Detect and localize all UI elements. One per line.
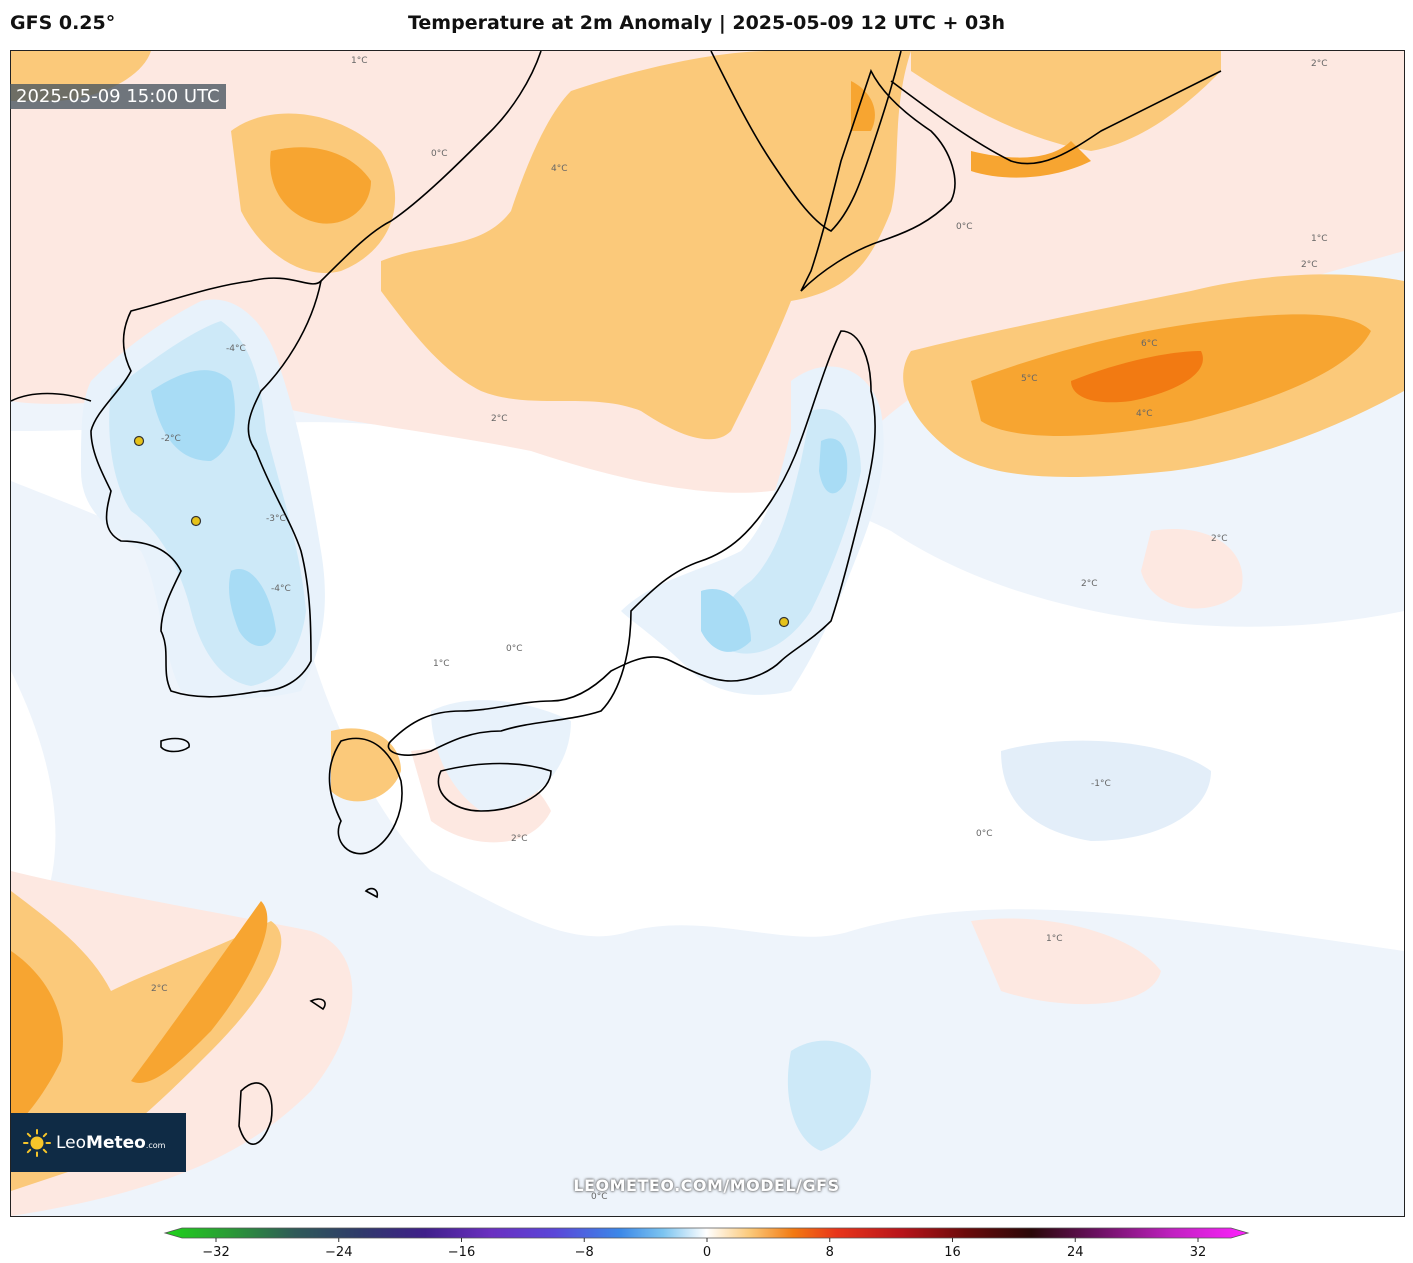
china-coast-liaoning — [11, 392, 92, 402]
coastlines — [11, 51, 1222, 1145]
contour-label: 1°C — [351, 56, 368, 66]
contour-label: 0°C — [956, 222, 973, 232]
contour-label: 0°C — [591, 1192, 608, 1202]
ryukyu-island-2 — [309, 998, 326, 1011]
ryukyu-island-1 — [364, 887, 379, 899]
warm-core-manchuria — [270, 147, 371, 224]
sun-icon — [23, 1128, 51, 1157]
colorbar-tick-label: −32 — [202, 1245, 229, 1260]
kyushu-coastline — [328, 737, 403, 855]
city-marker-seoul[interactable] — [190, 515, 202, 527]
cold-zone-south-korea-core — [228, 569, 276, 646]
watermark-url: LEOMETEO.COM/MODEL/GFS — [573, 1176, 840, 1195]
contour-label: 0°C — [431, 149, 448, 159]
contour-labels: 1°C 2°C 2°C 2°C -2°C -3°C -4°C -4°C 4°C … — [151, 56, 1328, 1202]
contour-label: 2°C — [491, 414, 508, 424]
cold-zone-north-korea-core — [151, 370, 235, 461]
warm-zone-sea-of-okhotsk — [381, 51, 911, 440]
contour-label: 2°C — [1301, 260, 1318, 270]
contour-label: -3°C — [266, 514, 286, 524]
logo-text: LeoMeteo.com — [56, 1133, 165, 1153]
cold-patch-pacific-east — [1001, 740, 1211, 841]
warm-core-taiwan-strait — [131, 901, 268, 1083]
colorbar-tick-label: 0 — [703, 1245, 711, 1260]
russia-coast-primorye — [320, 51, 542, 282]
contour-label: 2°C — [151, 984, 168, 994]
contour-label: 2°C — [511, 834, 528, 844]
contour-label: 0°C — [976, 829, 993, 839]
contour-label: 1°C — [1311, 234, 1328, 244]
taiwan-coastline — [238, 1082, 273, 1145]
contour-label: 1°C — [1046, 934, 1063, 944]
logo-brand-bold: Meteo — [86, 1132, 146, 1153]
colorbar-tick-label: 8 — [826, 1245, 834, 1260]
anomaly-map-svg: 1°C 2°C 2°C 2°C -2°C -3°C -4°C -4°C 4°C … — [11, 51, 1404, 1216]
korea-coastline — [90, 277, 323, 698]
contour-label: 2°C — [1311, 59, 1328, 69]
shikoku-coastline — [437, 762, 552, 812]
okhotsk-north-coastline — [890, 70, 1222, 165]
cold-zone-honshu-core — [701, 589, 751, 652]
contour-label: -4°C — [271, 584, 291, 594]
city-marker-pyongyang[interactable] — [133, 435, 145, 447]
honshu-coastline — [387, 330, 876, 756]
valid-time-badge: 2025-05-09 15:00 UTC — [10, 84, 226, 109]
contour-label: 1°C — [433, 659, 450, 669]
colorbar: −32 −24 −16 −8 0 8 16 24 32 — [163, 1227, 1250, 1260]
sakhalin-coastline — [710, 51, 902, 232]
warm-plume-hot-core — [1071, 351, 1203, 403]
contour-label: -1°C — [1091, 779, 1111, 789]
warm-core-sakhalin — [851, 81, 875, 131]
city-marker-tokyo[interactable] — [778, 616, 790, 628]
contour-label: 2°C — [1211, 534, 1228, 544]
city-markers — [133, 435, 790, 628]
contour-label: 6°C — [1141, 339, 1158, 349]
colorbar-tick-label: 32 — [1190, 1245, 1207, 1260]
warm-patch-southeast — [971, 918, 1161, 1005]
warm-zone-kyushu — [331, 728, 401, 802]
logo-brand-light: Leo — [56, 1132, 87, 1153]
colorbar-ticks: −32 −24 −16 −8 0 8 16 24 32 — [202, 1238, 1206, 1260]
hokkaido-coastline — [800, 68, 956, 292]
colorbar-tick-label: −8 — [575, 1245, 594, 1260]
cold-patch-kansai — [431, 700, 571, 811]
cold-zone-tohoku-core — [819, 438, 848, 494]
leometeo-logo[interactable]: LeoMeteo.com — [11, 1113, 186, 1172]
contour-label: 4°C — [1136, 409, 1153, 419]
contour-label: 2°C — [1081, 579, 1098, 589]
colorbar-tick-label: −16 — [448, 1245, 475, 1260]
warm-core-okhotsk-coast — [971, 141, 1091, 178]
model-label: GFS 0.25° — [10, 12, 116, 34]
colorbar-tick-label: 16 — [944, 1245, 961, 1260]
contour-label: -4°C — [226, 344, 246, 354]
warm-core-south-china — [11, 951, 63, 1131]
cold-patch-pacific-south — [787, 1040, 871, 1151]
neutral-zone-west — [11, 671, 56, 931]
map-title: Temperature at 2m Anomaly | 2025-05-09 1… — [407, 12, 1006, 34]
colorbar-tick-label: −24 — [325, 1245, 352, 1260]
jeju-coastline — [160, 737, 190, 753]
contour-label: 4°C — [551, 164, 568, 174]
contour-label: 0°C — [506, 644, 523, 654]
colorbar-tick-label: 24 — [1067, 1245, 1084, 1260]
map-area[interactable]: 1°C 2°C 2°C 2°C -2°C -3°C -4°C -4°C 4°C … — [10, 50, 1405, 1217]
warm-patch-east — [1141, 529, 1243, 609]
colorbar-bar — [163, 1227, 1250, 1239]
warm-zone-kamchatka-coast — [911, 51, 1221, 151]
logo-suffix: .com — [145, 1140, 166, 1150]
contour-label: -2°C — [161, 434, 181, 444]
contour-label: 5°C — [1021, 374, 1038, 384]
